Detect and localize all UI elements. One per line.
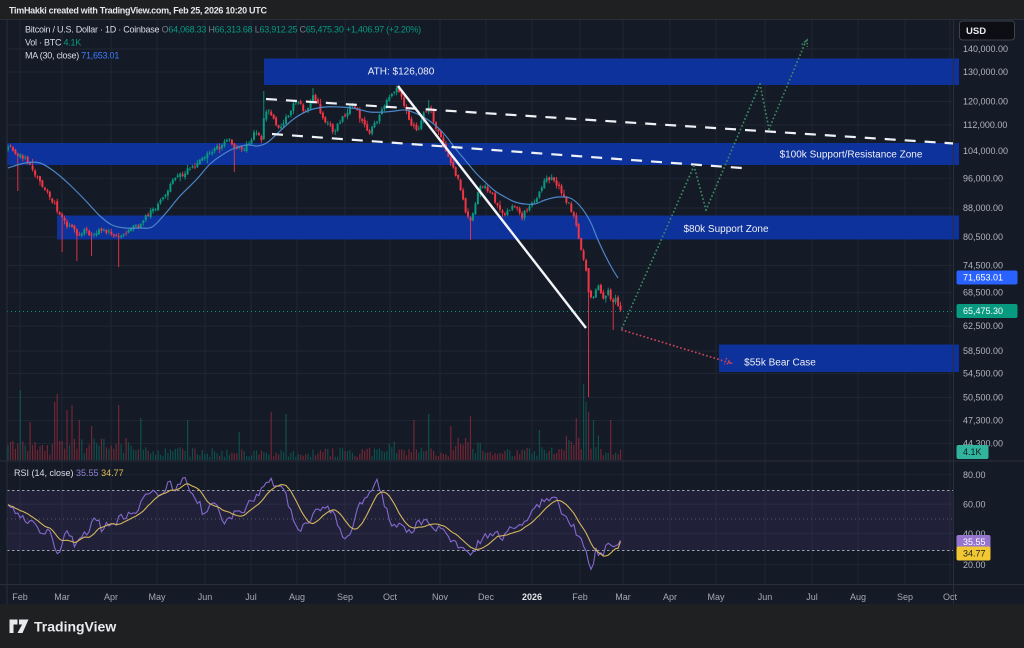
svg-text:65,475.30: 65,475.30 [963, 306, 1003, 316]
svg-text:Sep: Sep [337, 592, 353, 602]
svg-text:Jul: Jul [806, 592, 818, 602]
svg-text:120,000.00: 120,000.00 [963, 97, 1008, 107]
svg-text:Jun: Jun [758, 592, 773, 602]
svg-text:112,000.00: 112,000.00 [963, 120, 1007, 130]
svg-text:80.00: 80.00 [963, 470, 986, 480]
svg-text:4.1K: 4.1K [963, 447, 982, 457]
svg-text:80,500.00: 80,500.00 [963, 232, 1003, 242]
svg-text:Nov: Nov [432, 592, 449, 602]
svg-text:Oct: Oct [383, 592, 398, 602]
svg-text:$100k Support/Resistance Zone: $100k Support/Resistance Zone [780, 150, 923, 161]
svg-text:Vol · BTC 4.1K: Vol · BTC 4.1K [25, 38, 81, 48]
svg-text:50,500.00: 50,500.00 [963, 393, 1003, 403]
svg-text:May: May [148, 592, 166, 602]
svg-text:ATH: $126,080: ATH: $126,080 [368, 67, 435, 78]
svg-text:35.55: 35.55 [963, 537, 986, 547]
svg-text:Aug: Aug [850, 592, 866, 602]
svg-text:Dec: Dec [478, 592, 495, 602]
svg-text:40.00: 40.00 [963, 529, 986, 539]
svg-text:20.00: 20.00 [963, 560, 986, 570]
svg-text:58,500.00: 58,500.00 [963, 346, 1003, 356]
svg-text:96,000.00: 96,000.00 [963, 174, 1003, 184]
svg-text:RSI (14, close) 35.55 34.77: RSI (14, close) 35.55 34.77 [14, 468, 124, 478]
svg-text:104,000.00: 104,000.00 [963, 146, 1008, 156]
svg-text:Feb: Feb [12, 592, 28, 602]
svg-text:TimHakki created with TradingV: TimHakki created with TradingView.com, F… [9, 6, 267, 16]
svg-text:Jul: Jul [245, 592, 257, 602]
svg-text:$80k Support Zone: $80k Support Zone [683, 224, 768, 235]
svg-text:68,500.00: 68,500.00 [963, 288, 1003, 298]
svg-text:Jun: Jun [198, 592, 213, 602]
svg-text:88,000.00: 88,000.00 [963, 203, 1003, 213]
svg-text:74,500.00: 74,500.00 [963, 261, 1003, 271]
svg-text:44,300.00: 44,300.00 [963, 439, 1003, 449]
svg-text:$55k Bear Case: $55k Bear Case [744, 358, 816, 369]
svg-text:Feb: Feb [572, 592, 588, 602]
svg-text:60.00: 60.00 [963, 499, 986, 509]
svg-text:130,000.00: 130,000.00 [963, 67, 1008, 77]
svg-text:Oct: Oct [943, 592, 958, 602]
svg-text:140,000.00: 140,000.00 [963, 44, 1008, 54]
svg-text:Mar: Mar [615, 592, 631, 602]
svg-text:MA (30, close) 71,653.01: MA (30, close) 71,653.01 [25, 51, 119, 61]
svg-text:Apr: Apr [663, 592, 677, 602]
svg-text:Aug: Aug [289, 592, 305, 602]
svg-text:TradingView: TradingView [34, 619, 116, 635]
svg-text:62,500.00: 62,500.00 [963, 321, 1003, 331]
svg-text:71,653.01: 71,653.01 [963, 273, 1003, 283]
svg-text:Sep: Sep [897, 592, 913, 602]
svg-text:May: May [707, 592, 725, 602]
svg-text:54,500.00: 54,500.00 [963, 369, 1003, 379]
svg-text:34.77: 34.77 [963, 549, 986, 559]
svg-text:Bitcoin / U.S. Dollar · 1D · C: Bitcoin / U.S. Dollar · 1D · Coinbase O6… [25, 25, 421, 35]
svg-text:Mar: Mar [54, 592, 70, 602]
svg-text:2026: 2026 [522, 592, 542, 602]
svg-text:Apr: Apr [104, 592, 118, 602]
svg-text:47,300.00: 47,300.00 [963, 416, 1003, 426]
svg-text:USD: USD [966, 26, 986, 37]
